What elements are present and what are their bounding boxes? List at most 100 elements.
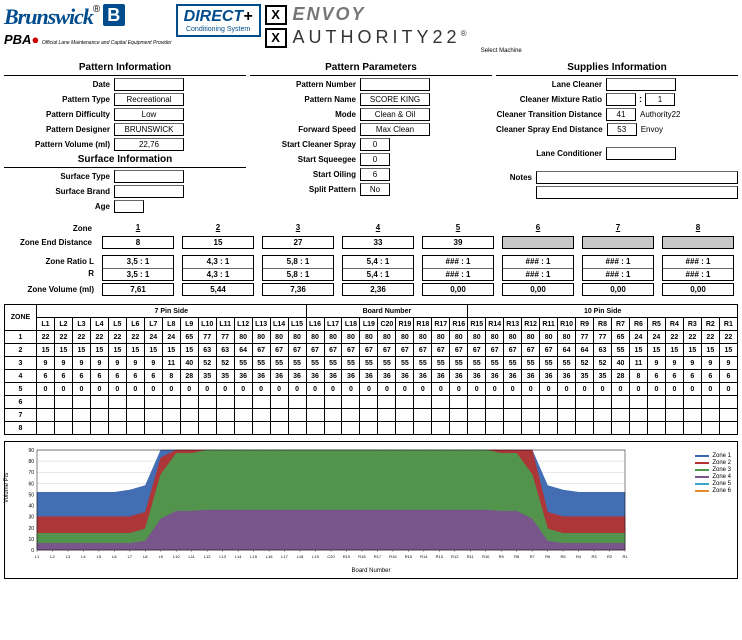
authority-checkbox[interactable]: X — [265, 28, 287, 48]
lane-cleaner-field[interactable] — [606, 78, 676, 91]
svg-text:R5: R5 — [561, 554, 567, 559]
pattern-type-field[interactable]: Recreational — [114, 93, 184, 106]
board-col-L9: L9 — [180, 318, 198, 331]
board-col-L17: L17 — [324, 318, 342, 331]
zone-end-3[interactable]: 27 — [262, 236, 334, 249]
volume-chart: 0102030405060708090L1L2L3L4L5L6L7L8L9L10… — [9, 446, 629, 566]
pattern-volume-field: 22,76 — [114, 138, 184, 151]
svg-text:R9: R9 — [499, 554, 505, 559]
zone-end-6[interactable] — [502, 236, 574, 249]
svg-text:80: 80 — [28, 459, 34, 465]
zone-row-label: Zone — [4, 224, 98, 233]
svg-text:C20: C20 — [327, 554, 335, 559]
zone-head-1: 1 — [102, 222, 174, 235]
svg-text:L8: L8 — [143, 554, 148, 559]
zone-end-2[interactable]: 15 — [182, 236, 254, 249]
board-col-L6: L6 — [126, 318, 144, 331]
zone-end-4[interactable]: 33 — [342, 236, 414, 249]
svg-text:R15: R15 — [405, 554, 413, 559]
table-row: 5000000000000000000000000000000000000000 — [5, 383, 738, 396]
svg-text:70: 70 — [28, 470, 34, 476]
svg-text:R17: R17 — [374, 554, 382, 559]
svg-text:0: 0 — [31, 548, 34, 554]
svg-text:L3: L3 — [66, 554, 71, 559]
zone-vol-3: 7,36 — [262, 283, 334, 296]
pattern-designer-field[interactable]: BRUNSWICK — [114, 123, 184, 136]
board-col-R12: R12 — [522, 318, 540, 331]
zone-col-head: ZONE — [5, 305, 37, 331]
svg-text:50: 50 — [28, 492, 34, 498]
pattern-name-field[interactable]: SCORE KING — [360, 93, 430, 106]
csed-field[interactable]: 53 — [607, 123, 637, 136]
ratio-l-4: 5,4 : 1 — [343, 256, 413, 269]
mode-field[interactable]: Clean & Oil — [360, 108, 430, 121]
board-col-L13: L13 — [252, 318, 270, 331]
ratio-l-7: ### : 1 — [583, 256, 653, 269]
board-col-R1: R1 — [719, 318, 737, 331]
zone-end-7[interactable] — [582, 236, 654, 249]
csed-side: Envoy — [641, 125, 663, 134]
board-col-R15: R15 — [468, 318, 486, 331]
svg-text:R13: R13 — [436, 554, 444, 559]
zone-head-2: 2 — [182, 222, 254, 235]
forward-speed-field[interactable]: Max Clean — [360, 123, 430, 136]
select-machine-label: Select Machine — [265, 48, 738, 54]
ratio-r-2: 4,3 : 1 — [183, 269, 253, 281]
board-col-R5: R5 — [647, 318, 665, 331]
zone-end-1[interactable]: 8 — [102, 236, 174, 249]
date-field[interactable] — [114, 78, 184, 91]
zone-end-5[interactable]: 39 — [422, 236, 494, 249]
board-col-L18: L18 — [342, 318, 360, 331]
board-col-L8: L8 — [162, 318, 180, 331]
table-row: 4666666682835353636363636363636363636363… — [5, 370, 738, 383]
board-col-R6: R6 — [629, 318, 647, 331]
lane-conditioner-field[interactable] — [606, 147, 676, 160]
pattern-number-field[interactable] — [360, 78, 430, 91]
ratio-l-8: ### : 1 — [663, 256, 733, 269]
board-col-L11: L11 — [216, 318, 234, 331]
mix-b-field[interactable]: 1 — [645, 93, 675, 106]
legend-item: Zone 2 — [695, 460, 731, 466]
legend-item: Zone 1 — [695, 453, 731, 459]
pattern-params-head: Pattern Parameters — [250, 60, 492, 76]
svg-text:L18: L18 — [297, 554, 304, 559]
envoy-checkbox[interactable]: X — [265, 5, 287, 25]
surface-age-field[interactable] — [114, 200, 144, 213]
ratio-r-6: ### : 1 — [503, 269, 573, 281]
start-oiling-field[interactable]: 6 — [360, 168, 390, 181]
svg-text:60: 60 — [28, 481, 34, 487]
table-row: 1222222222222242465777780808080808080808… — [5, 331, 738, 344]
zone-vol-2: 5,44 — [182, 283, 254, 296]
svg-text:20: 20 — [28, 526, 34, 532]
surface-brand-field[interactable] — [114, 185, 184, 198]
start-cleaner-spray-field[interactable]: 0 — [360, 138, 390, 151]
ratio-r-4: 5,4 : 1 — [343, 269, 413, 281]
mix-a-field[interactable] — [606, 93, 636, 106]
board-col-R7: R7 — [612, 318, 630, 331]
notes-field[interactable] — [536, 171, 738, 184]
svg-text:L11: L11 — [189, 554, 196, 559]
board-col-R13: R13 — [504, 318, 522, 331]
svg-text:R14: R14 — [420, 554, 428, 559]
zone-vol-1: 7,61 — [102, 283, 174, 296]
pattern-difficulty-field[interactable]: Low — [114, 108, 184, 121]
svg-text:L17: L17 — [281, 554, 288, 559]
svg-text:R6: R6 — [545, 554, 551, 559]
legend-item: Zone 3 — [695, 467, 731, 473]
ctd-field[interactable]: 41 — [606, 108, 636, 121]
chart-container: Volume Pts 0102030405060708090L1L2L3L4L5… — [4, 441, 738, 579]
svg-text:30: 30 — [28, 515, 34, 521]
board-col-R2: R2 — [701, 318, 719, 331]
ratio-r-7: ### : 1 — [583, 269, 653, 281]
svg-text:R8: R8 — [514, 554, 520, 559]
ten-pin-head: 10 Pin Side — [468, 305, 738, 318]
surface-type-field[interactable] — [114, 170, 184, 183]
svg-text:10: 10 — [28, 537, 34, 543]
ratio-l-5: ### : 1 — [423, 256, 493, 269]
start-squeegee-field[interactable]: 0 — [360, 153, 390, 166]
split-pattern-field[interactable]: No — [360, 183, 390, 196]
svg-text:L5: L5 — [97, 554, 102, 559]
zone-end-8[interactable] — [662, 236, 734, 249]
notes-field-2[interactable] — [536, 186, 738, 199]
pba-tagline: Official Lane Maintenance and Capital Eq… — [42, 40, 172, 46]
